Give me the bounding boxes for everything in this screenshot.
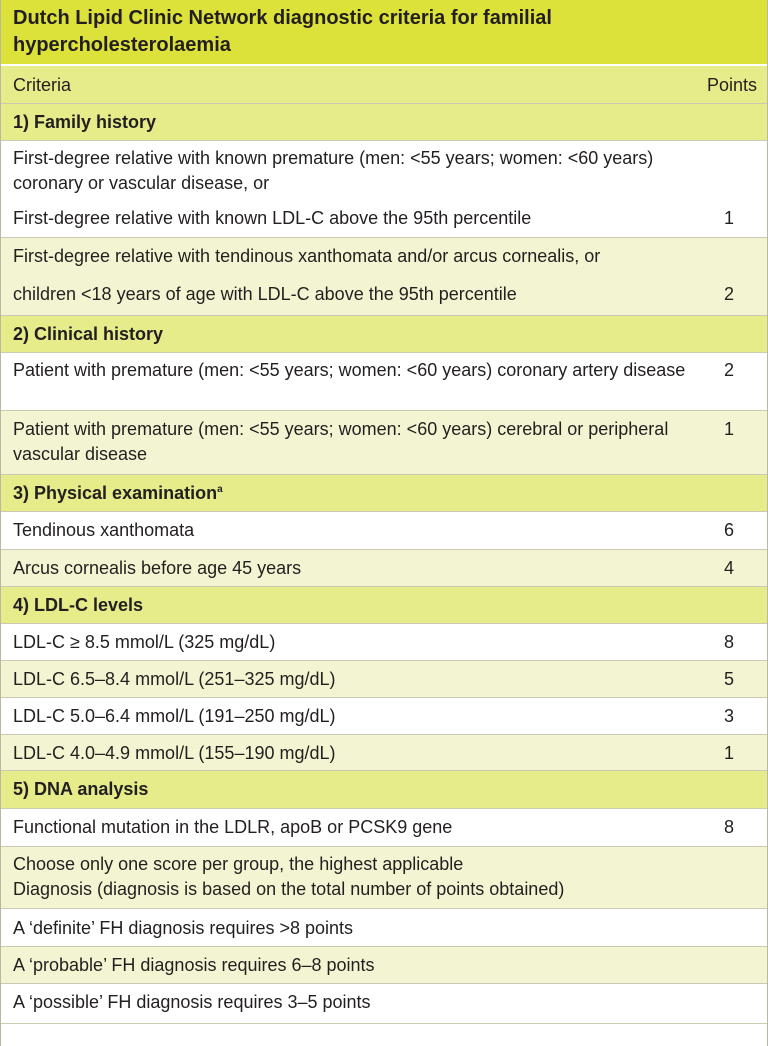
diagnosis-possible: A ‘possible’ FH diagnosis requires 3–5 p…: [1, 984, 767, 1024]
section-dna-analysis: 5) DNA analysis: [1, 771, 767, 809]
table-row: Patient with premature (men: <55 years; …: [1, 353, 767, 411]
criteria-text: Patient with premature (men: <55 years; …: [13, 360, 686, 380]
points-value: 8: [723, 817, 734, 837]
table-row: LDL-C 5.0–6.4 mmol/L (191–250 mg/dL) 3: [1, 698, 767, 735]
criteria-text: LDL-C ≥ 8.5 mmol/L (325 mg/dL): [13, 632, 276, 652]
points-value: 8: [723, 632, 734, 652]
table-row: LDL-C 6.5–8.4 mmol/L (251–325 mg/dL) 5: [1, 661, 767, 698]
points-value: 1: [723, 743, 734, 763]
criteria-text: First-degree relative with known prematu…: [13, 148, 654, 193]
diagnosis-probable: A ‘probable’ FH diagnosis requires 6–8 p…: [1, 947, 767, 984]
criteria-text: LDL-C 4.0–4.9 mmol/L (155–190 mg/dL): [13, 743, 336, 763]
points-value: 4: [723, 558, 734, 578]
section-label: 3) Physical examinationa: [13, 483, 223, 503]
criteria-text: Tendinous xanthomata: [13, 520, 195, 540]
section-ldl-c-levels: 4) LDL-C levels: [1, 587, 767, 624]
table-title: Dutch Lipid Clinic Network diagnostic cr…: [1, 0, 767, 66]
diagnosis-definite: A ‘definite’ FH diagnosis requires >8 po…: [1, 909, 767, 947]
diagnosis-text: A ‘probable’ FH diagnosis requires 6–8 p…: [13, 955, 375, 975]
table-row: First-degree relative with tendinous xan…: [1, 238, 767, 276]
diagnosis-text: A ‘possible’ FH diagnosis requires 3–5 p…: [13, 992, 371, 1012]
criteria-column-header: Criteria: [13, 75, 72, 95]
points-value: 1: [723, 208, 734, 228]
table-row: LDL-C ≥ 8.5 mmol/L (325 mg/dL) 8: [1, 624, 767, 661]
section-physical-examination: 3) Physical examinationa: [1, 475, 767, 512]
table-row: Patient with premature (men: <55 years; …: [1, 411, 767, 475]
column-header-row: Criteria Points: [1, 66, 767, 104]
section-family-history: 1) Family history: [1, 104, 767, 141]
table-row: Functional mutation in the LDLR, apoB or…: [1, 809, 767, 847]
table-row: First-degree relative with known prematu…: [1, 141, 767, 200]
table-row: children <18 years of age with LDL-C abo…: [1, 276, 767, 316]
table-row: First-degree relative with known LDL-C a…: [1, 200, 767, 238]
points-value: 1: [723, 419, 734, 439]
section-clinical-history: 2) Clinical history: [1, 316, 767, 353]
note-line: Choose only one score per group, the hig…: [13, 854, 464, 874]
criteria-text: children <18 years of age with LDL-C abo…: [13, 284, 517, 304]
points-value: 5: [723, 669, 734, 689]
diagnosis-text: A ‘definite’ FH diagnosis requires >8 po…: [13, 918, 354, 938]
criteria-text: Arcus cornealis before age 45 years: [13, 558, 302, 578]
section-label: 5) DNA analysis: [13, 779, 149, 799]
section-label: 2) Clinical history: [13, 324, 164, 344]
points-value: 2: [723, 284, 734, 304]
scoring-note: Choose only one score per group, the hig…: [1, 847, 767, 909]
table-row: Arcus cornealis before age 45 years 4: [1, 550, 767, 587]
points-value: 2: [723, 360, 734, 380]
points-value: 6: [723, 520, 734, 540]
note-line: Diagnosis (diagnosis is based on the tot…: [13, 879, 565, 899]
section-label: 4) LDL-C levels: [13, 595, 144, 615]
criteria-text: First-degree relative with tendinous xan…: [13, 246, 601, 266]
table-row: LDL-C 4.0–4.9 mmol/L (155–190 mg/dL) 1: [1, 735, 767, 771]
points-column-header: Points: [706, 75, 757, 95]
criteria-text: Patient with premature (men: <55 years; …: [13, 419, 669, 464]
section-label: 1) Family history: [13, 112, 157, 132]
table-row: Tendinous xanthomata 6: [1, 512, 767, 550]
points-value: 3: [723, 706, 734, 726]
criteria-text: LDL-C 5.0–6.4 mmol/L (191–250 mg/dL): [13, 706, 336, 726]
footnote-marker: a: [217, 484, 223, 495]
criteria-text: Functional mutation in the LDLR, apoB or…: [13, 817, 453, 837]
criteria-text: First-degree relative with known LDL-C a…: [13, 208, 532, 228]
criteria-text: LDL-C 6.5–8.4 mmol/L (251–325 mg/dL): [13, 669, 336, 689]
